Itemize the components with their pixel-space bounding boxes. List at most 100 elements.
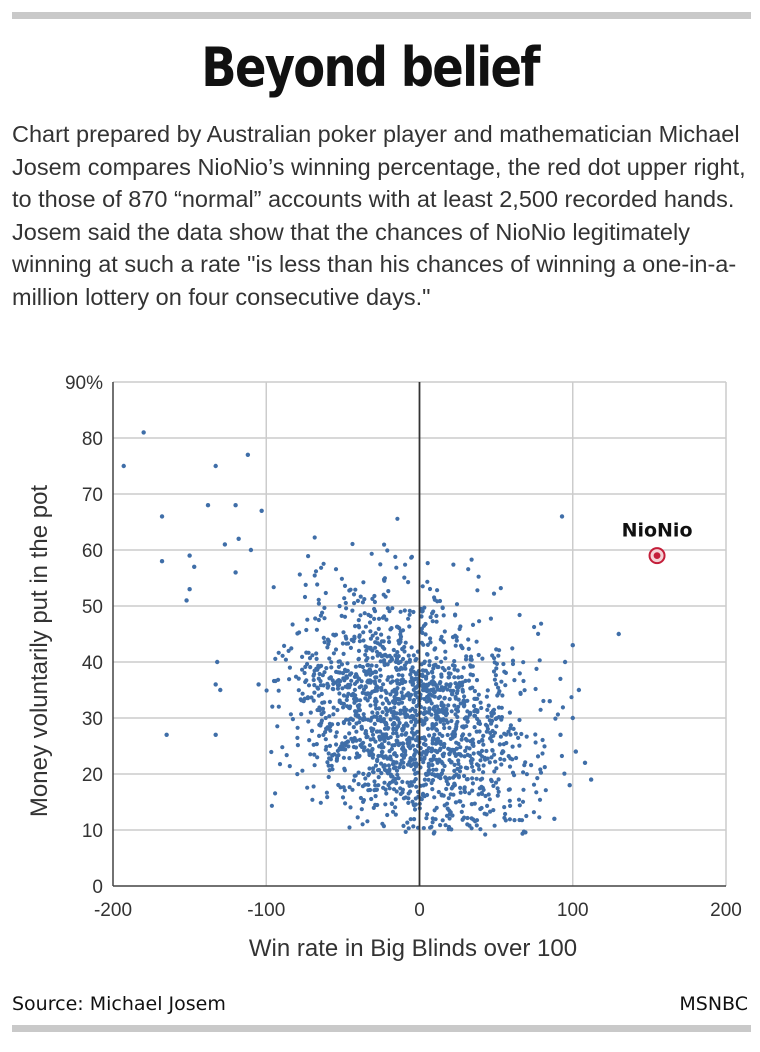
data-point <box>398 659 403 664</box>
data-point <box>347 588 352 593</box>
data-point <box>462 787 467 792</box>
data-point <box>300 691 305 696</box>
data-point <box>394 768 400 773</box>
data-point <box>508 732 513 737</box>
data-point <box>347 731 352 736</box>
data-point <box>426 771 432 776</box>
data-point <box>535 776 540 781</box>
data-point <box>370 732 376 737</box>
data-point <box>573 749 579 754</box>
data-point <box>373 697 378 702</box>
data-point <box>415 770 420 775</box>
data-point <box>354 673 359 679</box>
data-point <box>312 752 317 757</box>
data-point <box>335 686 341 691</box>
data-point <box>458 765 463 770</box>
data-point <box>517 803 522 808</box>
data-point <box>374 787 379 792</box>
data-point <box>222 542 228 547</box>
data-point <box>370 769 376 774</box>
data-point <box>496 789 501 794</box>
data-point <box>438 740 443 745</box>
data-point <box>453 753 458 758</box>
data-point <box>490 748 495 753</box>
data-point <box>399 732 404 737</box>
data-point <box>389 801 394 806</box>
data-point <box>423 632 428 637</box>
data-point <box>355 815 360 820</box>
data-point <box>408 763 414 768</box>
data-point <box>405 723 410 728</box>
data-point <box>452 773 457 779</box>
data-point <box>367 766 372 771</box>
data-point <box>473 707 478 712</box>
data-point <box>462 694 467 699</box>
data-point <box>501 749 506 754</box>
data-point <box>431 666 436 671</box>
data-point <box>369 551 374 556</box>
data-point <box>331 651 336 656</box>
data-point <box>357 625 362 630</box>
data-point <box>372 616 377 621</box>
data-point <box>317 708 322 713</box>
data-point <box>312 573 317 578</box>
data-point <box>345 661 350 666</box>
data-point <box>427 768 432 773</box>
data-point <box>425 726 431 731</box>
data-point <box>405 737 410 742</box>
data-point <box>524 813 529 819</box>
data-point <box>452 781 457 786</box>
data-point <box>441 793 446 798</box>
data-point <box>390 743 395 748</box>
data-point <box>521 787 526 792</box>
data-point <box>369 663 374 668</box>
data-point <box>491 783 496 788</box>
data-point <box>311 698 316 703</box>
data-point <box>570 715 575 721</box>
data-point <box>280 745 285 750</box>
data-point <box>413 762 418 767</box>
data-point <box>452 768 457 773</box>
data-point <box>503 811 508 817</box>
data-point <box>439 659 444 664</box>
data-point <box>354 751 360 756</box>
data-point <box>449 759 454 765</box>
data-point <box>450 663 455 668</box>
data-point <box>315 667 320 672</box>
data-point <box>326 774 331 780</box>
data-point <box>344 606 349 611</box>
data-point <box>345 739 351 744</box>
data-point <box>388 717 393 722</box>
data-point <box>434 767 439 772</box>
data-point <box>521 660 526 665</box>
data-point <box>368 703 373 708</box>
data-point <box>390 774 395 779</box>
data-point <box>407 759 412 765</box>
data-point <box>316 597 321 602</box>
data-point <box>339 613 344 618</box>
data-point <box>507 787 512 792</box>
data-point <box>305 661 310 667</box>
data-point <box>429 687 434 693</box>
data-point <box>438 823 443 828</box>
data-point <box>434 749 439 754</box>
data-point <box>465 815 470 821</box>
data-point <box>451 562 456 567</box>
data-point <box>406 796 411 801</box>
data-point <box>236 536 241 541</box>
data-point <box>343 801 348 806</box>
data-point <box>328 675 333 680</box>
data-point <box>384 696 389 701</box>
data-point <box>496 685 501 690</box>
data-point <box>356 648 362 653</box>
data-point <box>456 773 461 779</box>
data-point <box>466 567 471 572</box>
data-point <box>312 672 317 677</box>
data-point <box>440 818 445 823</box>
data-point <box>287 677 292 682</box>
data-point <box>425 694 430 699</box>
data-point <box>393 812 398 817</box>
data-point <box>422 605 427 610</box>
data-point <box>516 797 522 802</box>
data-point <box>491 733 496 738</box>
